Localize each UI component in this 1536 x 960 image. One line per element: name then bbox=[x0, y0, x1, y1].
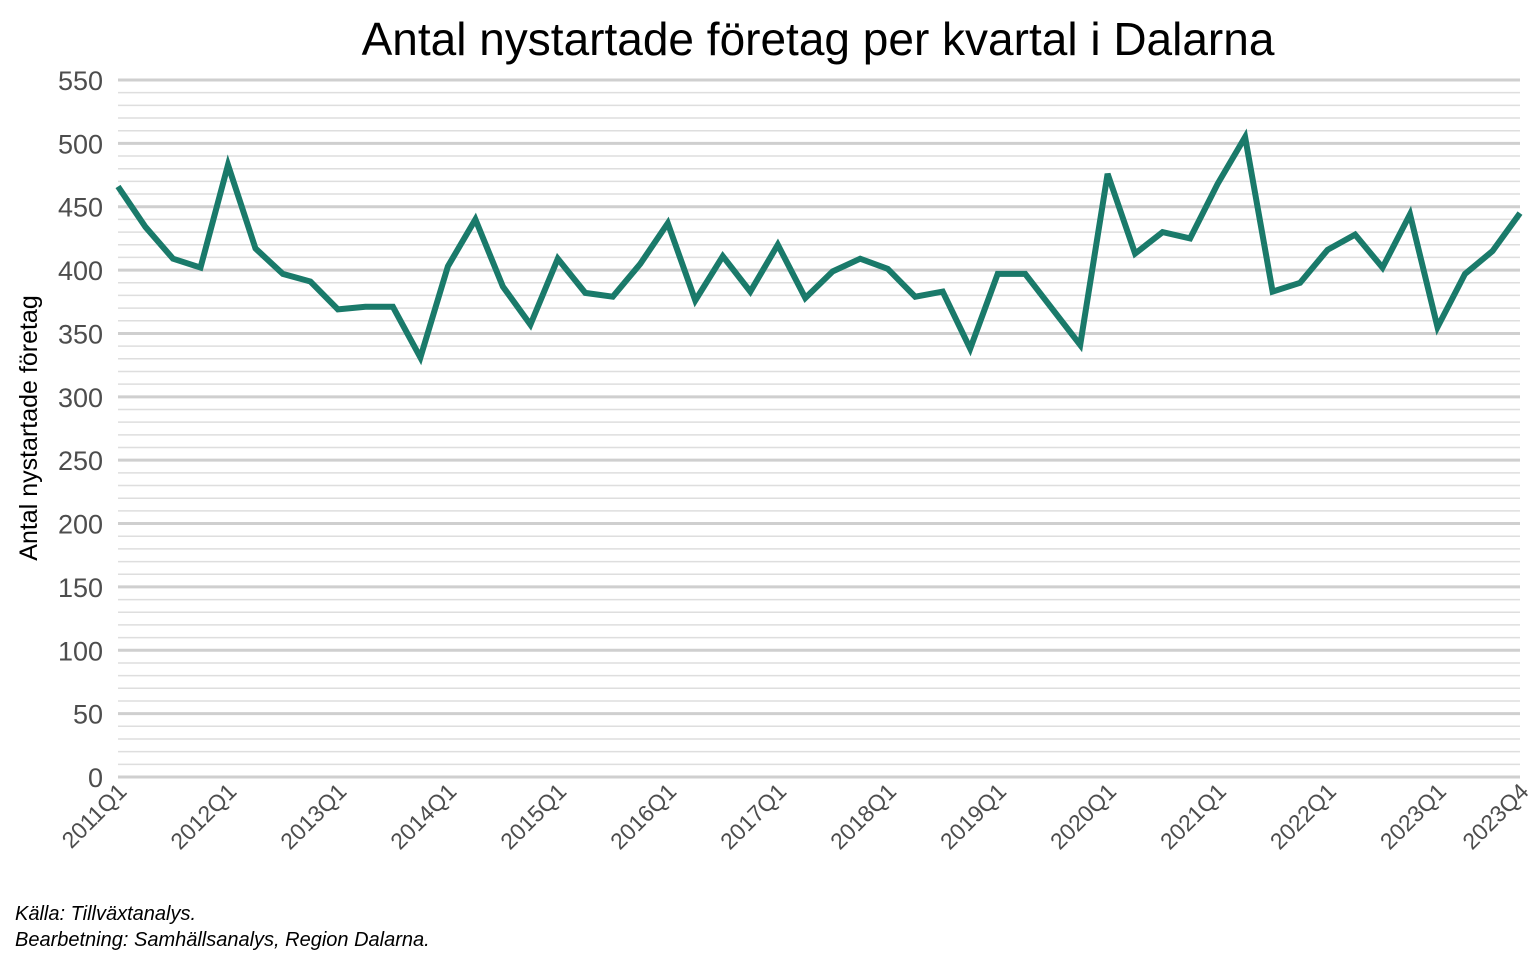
data-point bbox=[390, 304, 396, 310]
data-point bbox=[885, 266, 891, 272]
caption-processing: Bearbetning: Samhällsanalys, Region Dala… bbox=[15, 929, 430, 951]
y-tick-label: 450 bbox=[58, 193, 103, 223]
data-point bbox=[1215, 181, 1221, 187]
data-point bbox=[857, 256, 863, 262]
data-point bbox=[197, 265, 203, 271]
data-point bbox=[1352, 232, 1358, 238]
y-tick-label: 150 bbox=[58, 573, 103, 603]
data-point bbox=[802, 295, 808, 301]
x-tick-label: 2013Q1 bbox=[275, 778, 351, 854]
x-tick-label: 2021Q1 bbox=[1155, 778, 1231, 854]
data-point bbox=[445, 263, 451, 269]
x-tick-label: 2017Q1 bbox=[715, 778, 791, 854]
series-line bbox=[115, 128, 1523, 366]
data-point bbox=[830, 268, 836, 274]
data-point bbox=[720, 253, 726, 259]
y-tick-label: 300 bbox=[58, 383, 103, 413]
x-tick-label: 2018Q1 bbox=[825, 778, 901, 854]
data-point bbox=[775, 242, 781, 248]
data-point bbox=[1462, 271, 1468, 277]
y-axis-ticks: 0 50 100 150 200 250 300 350 400 450 500 550 bbox=[58, 66, 103, 793]
data-point bbox=[610, 294, 616, 300]
data-point bbox=[1187, 235, 1193, 241]
data-point bbox=[582, 290, 588, 296]
data-point bbox=[1242, 134, 1248, 140]
y-tick-label: 250 bbox=[58, 446, 103, 476]
x-axis-ticks: 2011Q1 2012Q1 2013Q1 2014Q1 2015Q1 2016Q1 2017… bbox=[56, 778, 1533, 854]
data-point bbox=[665, 220, 671, 226]
data-point bbox=[225, 162, 231, 168]
data-point bbox=[472, 216, 478, 222]
data-point bbox=[1435, 324, 1441, 330]
x-tick-label: 2012Q1 bbox=[165, 778, 241, 854]
data-point bbox=[1297, 280, 1303, 286]
data-point bbox=[1132, 251, 1138, 257]
data-point bbox=[995, 271, 1001, 277]
data-point bbox=[1105, 171, 1111, 177]
grid-lines bbox=[118, 78, 1520, 779]
data-point bbox=[1077, 342, 1083, 348]
data-series bbox=[115, 128, 1523, 366]
y-tick-label: 100 bbox=[58, 636, 103, 666]
x-tick-label: 2019Q1 bbox=[935, 778, 1011, 854]
y-tick-label: 200 bbox=[58, 510, 103, 540]
y-tick-label: 50 bbox=[73, 700, 103, 730]
data-point bbox=[912, 294, 918, 300]
y-tick-label: 550 bbox=[58, 66, 103, 96]
data-point bbox=[1407, 211, 1413, 217]
x-tick-label: 2020Q1 bbox=[1045, 778, 1121, 854]
data-point bbox=[1517, 210, 1523, 216]
data-point bbox=[747, 289, 753, 295]
chart-title: Antal nystartade företag per kvartal i D… bbox=[362, 13, 1275, 65]
x-tick-label: 2016Q1 bbox=[605, 778, 681, 854]
y-tick-label: 400 bbox=[58, 256, 103, 286]
caption-source: Källa: Tillväxtanalys. bbox=[15, 903, 196, 925]
data-point bbox=[967, 346, 973, 352]
y-tick-label: 0 bbox=[88, 763, 103, 793]
data-point bbox=[280, 271, 286, 277]
data-point bbox=[1270, 289, 1276, 295]
data-point bbox=[1050, 306, 1056, 312]
data-point bbox=[1380, 265, 1386, 271]
data-point bbox=[940, 289, 946, 295]
data-point bbox=[1160, 229, 1166, 235]
data-point bbox=[637, 261, 643, 267]
data-point bbox=[555, 256, 561, 262]
data-point bbox=[1490, 248, 1496, 254]
x-tick-label: 2014Q1 bbox=[385, 778, 461, 854]
x-tick-label: 2022Q1 bbox=[1265, 778, 1341, 854]
data-point bbox=[1325, 247, 1331, 253]
data-point bbox=[252, 246, 258, 252]
data-point bbox=[307, 278, 313, 284]
data-point bbox=[500, 284, 506, 290]
data-point bbox=[335, 306, 341, 312]
data-point bbox=[362, 304, 368, 310]
y-tick-label: 500 bbox=[58, 129, 103, 159]
x-tick-label: 2023Q1 bbox=[1375, 778, 1451, 854]
data-point bbox=[170, 256, 176, 262]
data-point bbox=[142, 224, 148, 230]
data-point bbox=[417, 355, 423, 361]
data-point bbox=[692, 298, 698, 304]
data-point bbox=[527, 322, 533, 328]
x-tick-label: 2015Q1 bbox=[495, 778, 571, 854]
x-tick-label: 2023Q4 bbox=[1457, 778, 1533, 854]
y-axis-label: Antal nystartade företag bbox=[15, 295, 43, 560]
data-point bbox=[115, 183, 121, 189]
y-tick-label: 350 bbox=[58, 319, 103, 349]
data-point bbox=[1022, 271, 1028, 277]
